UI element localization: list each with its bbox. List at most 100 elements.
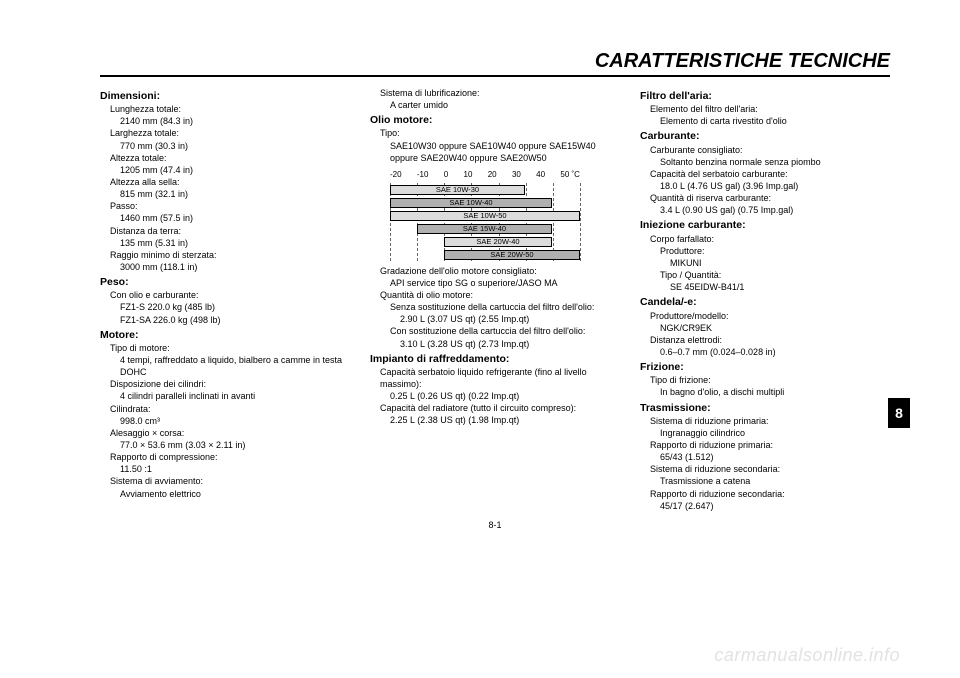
spec-value: 3000 mm (118.1 in) xyxy=(120,261,350,273)
section-olio-title: Olio motore: xyxy=(370,113,620,127)
spec-value: 18.0 L (4.76 US gal) (3.96 Imp.gal) xyxy=(660,180,890,192)
cooling-rad-label: Capacità del radiatore (tutto il circuit… xyxy=(380,402,620,414)
page-header: CARATTERISTICHE TECNICHE xyxy=(100,50,890,77)
qty-label: Quantità di olio motore: xyxy=(380,289,620,301)
column-1: Dimensioni: Lunghezza totale:2140 mm (84… xyxy=(100,87,350,512)
qty-withfilter-label: Con sostituzione della cartuccia del fil… xyxy=(390,325,620,337)
section-iniezione-title: Iniezione carburante: xyxy=(640,218,890,232)
spec-label: Altezza totale: xyxy=(110,152,350,164)
section-peso-title: Peso: xyxy=(100,275,350,289)
oil-grade-bar: SAE 20W-50 xyxy=(444,250,580,260)
spec-label: Alesaggio × corsa: xyxy=(110,427,350,439)
qty-withfilter-value: 3.10 L (3.28 US qt) (2.73 Imp.qt) xyxy=(400,338,620,350)
qty-nofilter-label: Senza sostituzione della cartuccia del f… xyxy=(390,301,620,313)
spec-value: Soltanto benzina normale senza piombo xyxy=(660,156,890,168)
section-candela-title: Candela/-e: xyxy=(640,295,890,309)
spec-label: Produttore/modello: xyxy=(650,310,890,322)
chart-tick: 30 xyxy=(512,170,521,181)
section-motore-title: Motore: xyxy=(100,328,350,342)
spec-value: 770 mm (30.3 in) xyxy=(120,140,350,152)
peso-value-1: FZ1-S 220.0 kg (485 lb) xyxy=(120,301,350,313)
spec-value: 4 cilindri paralleli inclinati in avanti xyxy=(120,390,350,402)
oil-grade-bar: SAE 10W-30 xyxy=(390,185,525,195)
spec-label: Rapporto di riduzione secondaria: xyxy=(650,488,890,500)
spec-value: 2140 mm (84.3 in) xyxy=(120,115,350,127)
page-number: 8-1 xyxy=(100,520,890,530)
content-columns: Dimensioni: Lunghezza totale:2140 mm (84… xyxy=(100,87,890,512)
chart-tick: -20 xyxy=(390,170,402,181)
grad-label: Gradazione dell'olio motore consigliato: xyxy=(380,265,620,277)
chart-tick: 40 xyxy=(536,170,545,181)
spec-label: Lunghezza totale: xyxy=(110,103,350,115)
peso-label: Con olio e carburante: xyxy=(110,289,350,301)
olio-tipo-value: SAE10W30 oppure SAE10W40 oppure SAE15W40… xyxy=(390,140,620,164)
frizione-value: In bagno d'olio, a dischi multipli xyxy=(660,386,890,398)
cooling-tank-label: Capacità serbatoio liquido refrigerante … xyxy=(380,366,620,390)
spec-value: 998.0 cm³ xyxy=(120,415,350,427)
cooling-tank-value: 0.25 L (0.26 US qt) (0.22 Imp.qt) xyxy=(390,390,620,402)
spec-label: Cilindrata: xyxy=(110,403,350,415)
page-title: CARATTERISTICHE TECNICHE xyxy=(595,50,890,72)
inj-prod-label: Produttore: xyxy=(660,245,890,257)
oil-grade-bar: SAE 20W-40 xyxy=(444,237,552,247)
spec-value: Trasmissione a catena xyxy=(660,475,890,487)
filtro-value: Elemento di carta rivestito d'olio xyxy=(660,115,890,127)
spec-label: Quantità di riserva carburante: xyxy=(650,192,890,204)
chart-tick: 0 xyxy=(444,170,448,181)
section-cooling-title: Impianto di raffreddamento: xyxy=(370,352,620,366)
peso-value-2: FZ1-SA 226.0 kg (498 lb) xyxy=(120,314,350,326)
olio-tipo-label: Tipo: xyxy=(380,127,620,139)
qty-nofilter-value: 2.90 L (3.07 US qt) (2.55 Imp.qt) xyxy=(400,313,620,325)
watermark: carmanualsonline.info xyxy=(714,645,900,666)
spec-value: 77.0 × 53.6 mm (3.03 × 2.11 in) xyxy=(120,439,350,451)
spec-label: Sistema di riduzione secondaria: xyxy=(650,463,890,475)
section-dimensioni-title: Dimensioni: xyxy=(100,89,350,103)
spec-label: Sistema di riduzione primaria: xyxy=(650,415,890,427)
chart-axis: -20 -10 0 10 20 30 40 50 ˚C xyxy=(390,170,580,181)
inj-body-label: Corpo farfallato: xyxy=(650,233,890,245)
oil-viscosity-chart: -20 -10 0 10 20 30 40 50 ˚C SAE 10W-30 SAE 10W-4… xyxy=(390,170,620,261)
oil-grade-bar: SAE 10W-40 xyxy=(390,198,552,208)
spec-label: Carburante consigliato: xyxy=(650,144,890,156)
inj-type-value: SE 45EIDW-B41/1 xyxy=(670,281,890,293)
chart-body: SAE 10W-30 SAE 10W-40 SAE 10W-50 SAE 15W-40… xyxy=(390,183,580,261)
section-carburante-title: Carburante: xyxy=(640,129,890,143)
spec-value: 4 tempi, raffreddato a liquido, bialbero… xyxy=(120,354,350,378)
chapter-tab: 8 xyxy=(888,398,910,428)
chart-tick: 20 xyxy=(488,170,497,181)
inj-prod-value: MIKUNI xyxy=(670,257,890,269)
section-frizione-title: Frizione: xyxy=(640,360,890,374)
spec-label: Larghezza totale: xyxy=(110,127,350,139)
section-filtro-title: Filtro dell'aria: xyxy=(640,89,890,103)
chart-tick: -10 xyxy=(417,170,429,181)
inj-type-label: Tipo / Quantità: xyxy=(660,269,890,281)
spec-label: Disposizione dei cilindri: xyxy=(110,378,350,390)
spec-value: NGK/CR9EK xyxy=(660,322,890,334)
spec-label: Distanza elettrodi: xyxy=(650,334,890,346)
spec-label: Distanza da terra: xyxy=(110,225,350,237)
chart-tick: 50 ˚C xyxy=(560,170,580,181)
spec-value: Avviamento elettrico xyxy=(120,488,350,500)
column-2: Sistema di lubrificazione: A carter umid… xyxy=(370,87,620,512)
filtro-label: Elemento del filtro dell'aria: xyxy=(650,103,890,115)
lub-value: A carter umido xyxy=(390,99,620,111)
spec-value: 11.50 :1 xyxy=(120,463,350,475)
spec-label: Capacità del serbatoio carburante: xyxy=(650,168,890,180)
spec-label: Raggio minimo di sterzata: xyxy=(110,249,350,261)
chart-tick: 10 xyxy=(464,170,473,181)
oil-grade-bar: SAE 15W-40 xyxy=(417,224,552,234)
column-3: Filtro dell'aria: Elemento del filtro de… xyxy=(640,87,890,512)
spec-value: Ingranaggio cilindrico xyxy=(660,427,890,439)
spec-label: Rapporto di compressione: xyxy=(110,451,350,463)
spec-value: 1460 mm (57.5 in) xyxy=(120,212,350,224)
spec-value: 0.6–0.7 mm (0.024–0.028 in) xyxy=(660,346,890,358)
spec-value: 815 mm (32.1 in) xyxy=(120,188,350,200)
page: CARATTERISTICHE TECNICHE Dimensioni: Lun… xyxy=(0,0,960,678)
spec-value: 65/43 (1.512) xyxy=(660,451,890,463)
spec-label: Passo: xyxy=(110,200,350,212)
chart-gridline xyxy=(580,183,581,261)
spec-label: Tipo di motore: xyxy=(110,342,350,354)
oil-grade-bar: SAE 10W-50 xyxy=(390,211,580,221)
lub-label: Sistema di lubrificazione: xyxy=(380,87,620,99)
grad-value: API service tipo SG o superiore/JASO MA xyxy=(390,277,620,289)
